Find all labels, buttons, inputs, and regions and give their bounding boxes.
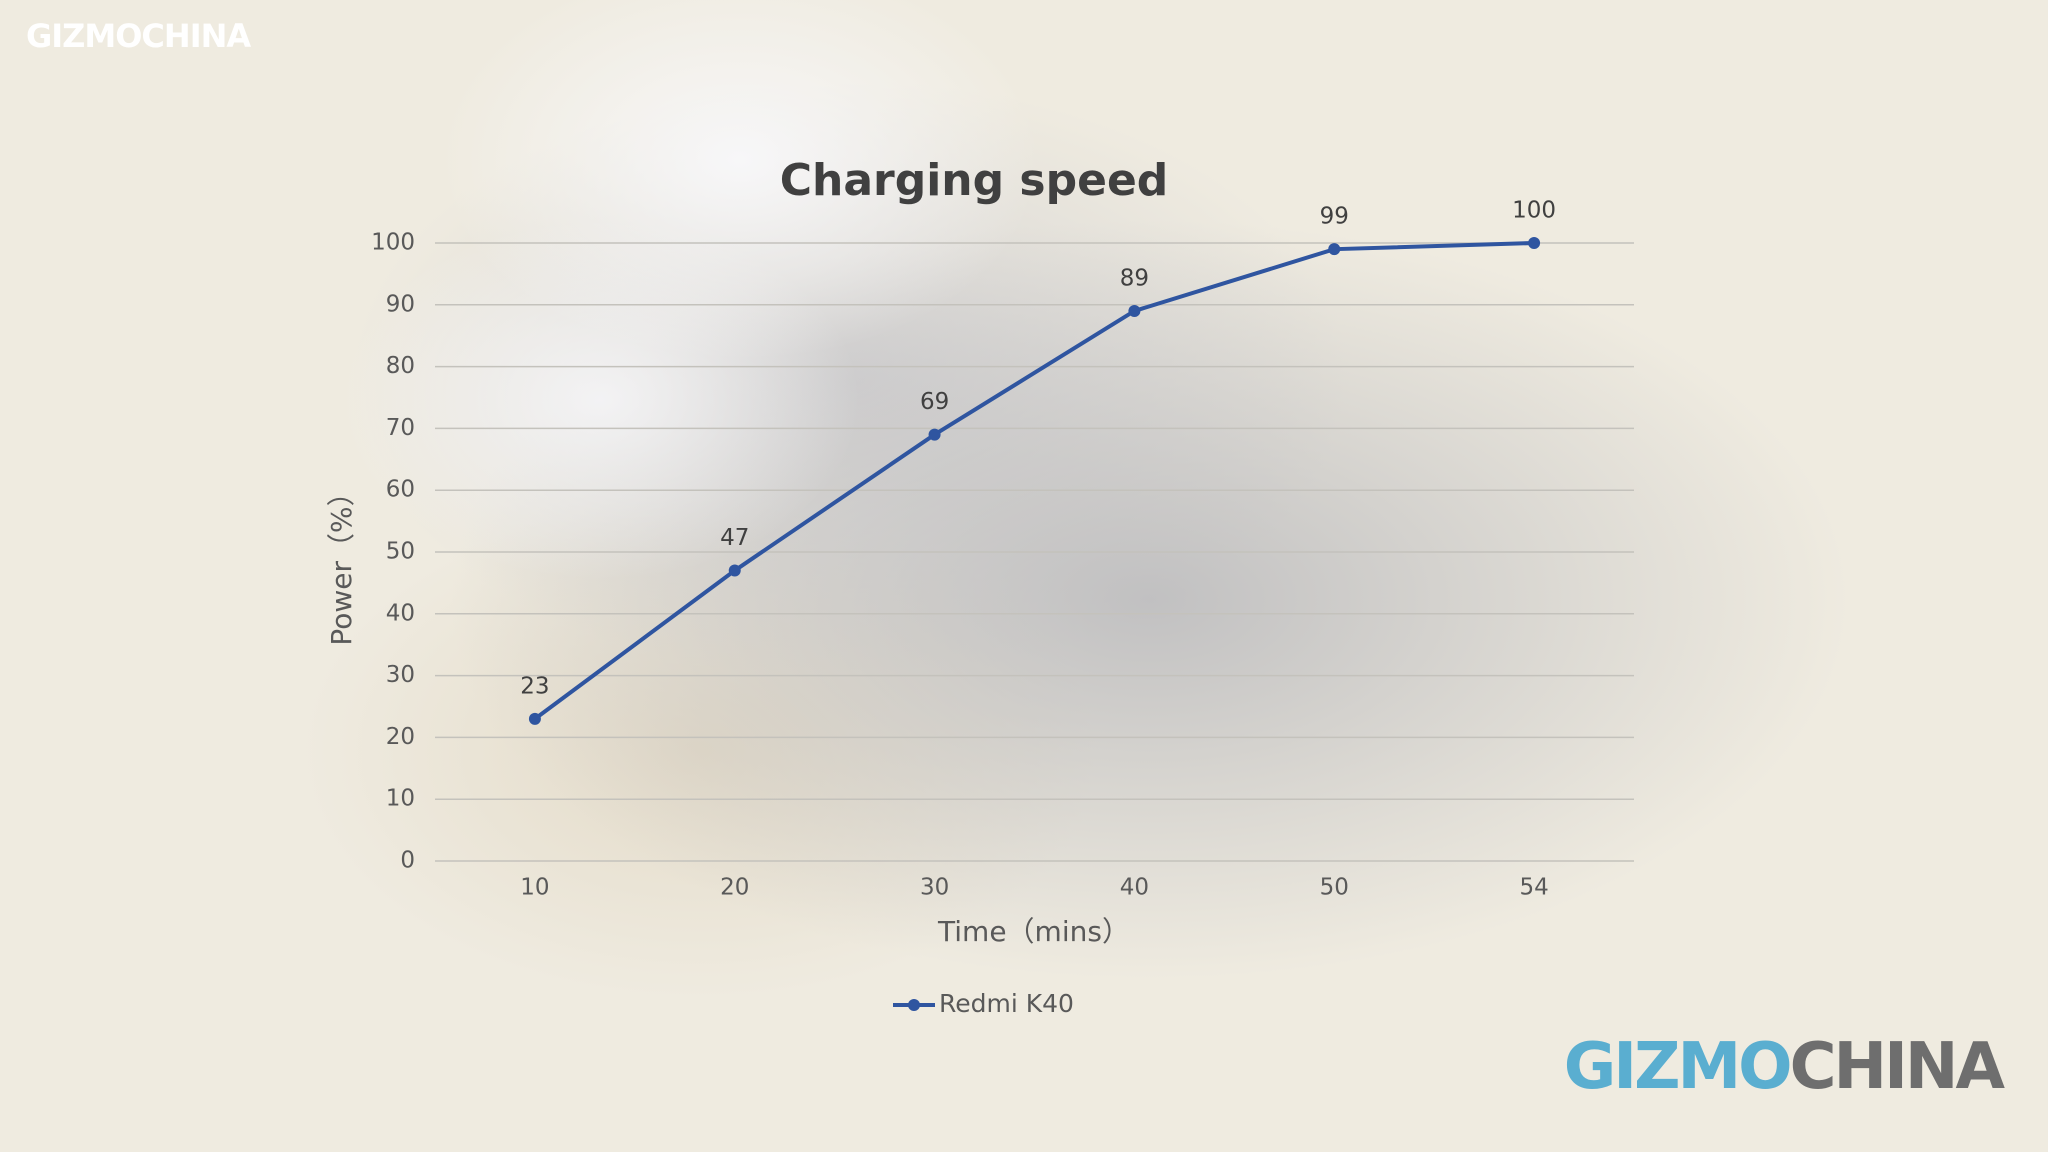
y-tick-label: 80 — [386, 353, 415, 379]
y-tick-label: 90 — [386, 291, 415, 317]
y-tick-label: 40 — [386, 600, 415, 626]
point — [528, 712, 541, 725]
y-tick-label: 60 — [386, 477, 415, 503]
y-tick-label: 10 — [386, 786, 415, 812]
logo-part: GIZMO — [1564, 1030, 1790, 1104]
legend-label: Redmi K40 — [939, 989, 1074, 1018]
x-tick-label: 40 — [1120, 875, 1149, 901]
y-tick-label: 0 — [400, 848, 415, 874]
line — [533, 241, 1535, 721]
x-tick-label: 54 — [1519, 875, 1548, 901]
y-tick-label: 70 — [386, 415, 415, 441]
logo-part: CHINA — [1790, 1030, 2006, 1104]
chart-title: Charging speed — [780, 155, 1169, 206]
x-tick-label: 10 — [520, 875, 549, 901]
watermark: GIZMOCHINA — [26, 17, 251, 55]
x-axis-label: Time（mins） — [937, 915, 1130, 948]
data-label: 100 — [1512, 198, 1556, 224]
data-label: 47 — [720, 525, 749, 551]
y-tick-label: 50 — [386, 539, 415, 565]
data-label: 23 — [520, 673, 549, 699]
y-tick-label: 100 — [371, 230, 415, 256]
y-axis-label: Power（%） — [325, 478, 358, 645]
point — [1528, 237, 1541, 249]
y-tick-label: 20 — [386, 724, 415, 750]
x-tick-label: 20 — [720, 875, 749, 901]
legend-marker — [908, 999, 920, 1011]
point — [1128, 304, 1141, 317]
data-label: 89 — [1120, 265, 1149, 291]
x-tick-label: 50 — [1320, 875, 1349, 901]
data-label: 99 — [1320, 204, 1349, 230]
y-tick-label: 30 — [386, 662, 415, 688]
point — [728, 564, 741, 577]
x-tick-label: 30 — [920, 875, 949, 901]
logo: GIZMOCHINA — [1564, 1030, 2006, 1104]
point — [1328, 243, 1341, 256]
point — [928, 428, 941, 441]
data-label: 69 — [920, 389, 949, 415]
